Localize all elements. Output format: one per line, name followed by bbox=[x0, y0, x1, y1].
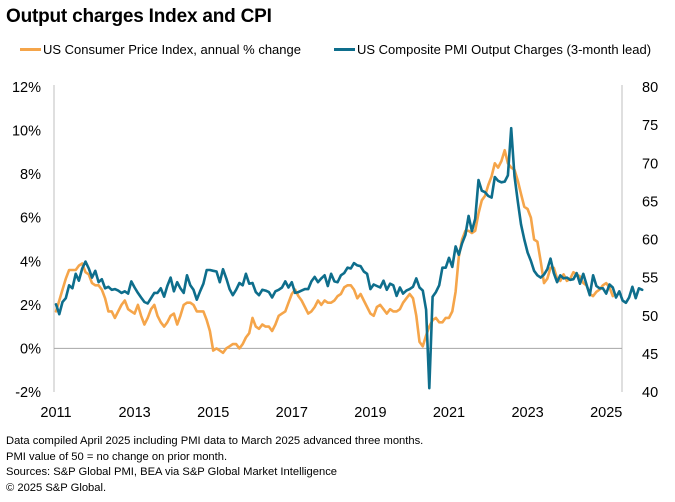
x-axis-tick-label: 2017 bbox=[276, 405, 308, 421]
right-axis-tick-label: 70 bbox=[642, 156, 658, 172]
legend-swatch-cpi bbox=[20, 48, 41, 51]
right-axis-tick-label: 80 bbox=[642, 80, 658, 96]
right-axis-tick-label: 50 bbox=[642, 309, 658, 325]
left-axis-tick-label: 0% bbox=[20, 341, 41, 357]
legend-label-pmi: US Composite PMI Output Charges (3-month… bbox=[357, 42, 652, 57]
legend-swatch-pmi bbox=[334, 48, 355, 51]
right-axis-tick-label: 40 bbox=[642, 385, 658, 401]
footer-notes: Data compiled April 2025 including PMI d… bbox=[6, 434, 423, 496]
x-axis-tick-label: 2019 bbox=[354, 405, 386, 421]
right-axis-tick-label: 60 bbox=[642, 233, 658, 249]
x-axis-tick-label: 2011 bbox=[40, 405, 71, 421]
footer-note-pmi-meaning: PMI value of 50 = no change on prior mon… bbox=[6, 450, 228, 463]
left-axis-tick-label: 12% bbox=[12, 80, 41, 96]
left-axis-tick-label: -2% bbox=[15, 385, 41, 401]
x-axis-tick-label: 2023 bbox=[511, 405, 543, 421]
footer-note-copyright: © 2025 S&P Global. bbox=[6, 481, 107, 494]
legend-item-cpi: US Consumer Price Index, annual % change bbox=[20, 42, 301, 57]
right-axis-tick-label: 45 bbox=[642, 347, 658, 363]
legend-item-pmi: US Composite PMI Output Charges (3-month… bbox=[334, 42, 651, 57]
footer-note-sources: Sources: S&P Global PMI, BEA via S&P Glo… bbox=[6, 466, 338, 478]
right-axis-tick-label: 55 bbox=[642, 271, 658, 287]
right-axis-tick-label: 65 bbox=[642, 194, 658, 210]
left-axis-tick-label: 8% bbox=[20, 167, 41, 183]
x-axis-tick-label: 2021 bbox=[433, 405, 465, 421]
series-line-pmi-output-charges bbox=[54, 126, 644, 390]
x-axis-tick-label: 2013 bbox=[118, 405, 150, 421]
footer-note-data-compiled: Data compiled April 2025 including PMI d… bbox=[6, 435, 424, 447]
x-axis-tick-label: 2015 bbox=[197, 405, 229, 421]
chart-title: Output charges Index and CPI bbox=[6, 6, 272, 27]
legend-label-cpi: US Consumer Price Index, annual % change bbox=[43, 42, 301, 57]
left-axis-tick-label: 10% bbox=[12, 124, 41, 140]
left-axis-tick-label: 4% bbox=[20, 254, 41, 270]
chart-plot: -2% 0% 2% 4% 6% 8% 10% 12% 40 45 50 55 60 65 70 75 80 201… bbox=[12, 80, 658, 421]
series-line-cpi bbox=[54, 148, 615, 355]
x-axis-tick-label: 2025 bbox=[590, 405, 622, 421]
legend: US Consumer Price Index, annual % change… bbox=[0, 42, 675, 62]
left-axis-tick-label: 2% bbox=[20, 298, 41, 314]
left-axis-tick-label: 6% bbox=[20, 211, 41, 227]
right-axis-tick-label: 75 bbox=[642, 118, 658, 134]
